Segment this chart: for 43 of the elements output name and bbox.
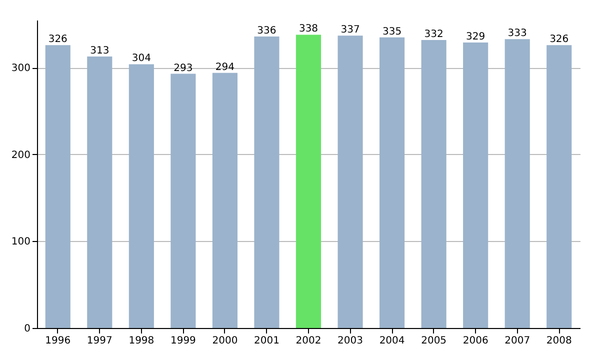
x-tick-label: 2002 <box>296 336 322 346</box>
data-label: 336 <box>257 25 276 36</box>
x-tick-label: 2004 <box>379 336 405 346</box>
x-tick-label: 1996 <box>45 336 71 346</box>
data-label: 333 <box>508 28 527 40</box>
bar <box>128 64 154 328</box>
x-tick-label: 1999 <box>170 336 196 346</box>
bar <box>45 45 70 328</box>
y-tick-label: 0 <box>24 324 30 334</box>
bar <box>504 39 530 328</box>
data-label: 313 <box>90 45 110 56</box>
data-label: 326 <box>48 34 68 46</box>
y-tick-label: 200 <box>11 150 30 161</box>
x-tick-label: 1998 <box>128 336 154 346</box>
data-label: 293 <box>174 62 193 74</box>
data-label: 329 <box>466 32 486 43</box>
bar <box>254 36 280 328</box>
data-label: 326 <box>550 34 569 46</box>
y-tick-label: 300 <box>11 63 30 74</box>
data-label: 338 <box>298 24 318 35</box>
bar <box>380 37 405 328</box>
y-tick-label: 100 <box>11 236 30 248</box>
x-tick-label: 2005 <box>421 336 447 346</box>
bar <box>463 42 488 328</box>
data-label: 335 <box>382 26 402 38</box>
bar <box>296 34 322 328</box>
bar <box>170 74 196 328</box>
data-label: 337 <box>340 24 360 36</box>
x-tick-label: 1997 <box>86 336 112 346</box>
x-tick-label: 2000 <box>212 336 238 346</box>
x-tick-label: 2007 <box>504 336 530 346</box>
bar <box>546 45 572 328</box>
x-tick-label: 2003 <box>338 336 363 346</box>
bar <box>421 40 446 328</box>
x-tick-label: 2001 <box>254 336 280 346</box>
bar <box>87 56 112 328</box>
bar <box>212 72 238 328</box>
bar <box>338 36 363 328</box>
x-tick-label: 2008 <box>546 336 572 346</box>
x-tick-label: 2006 <box>462 336 488 346</box>
data-label: 294 <box>215 62 235 73</box>
data-label: 332 <box>424 28 444 40</box>
data-label: 304 <box>132 53 151 64</box>
